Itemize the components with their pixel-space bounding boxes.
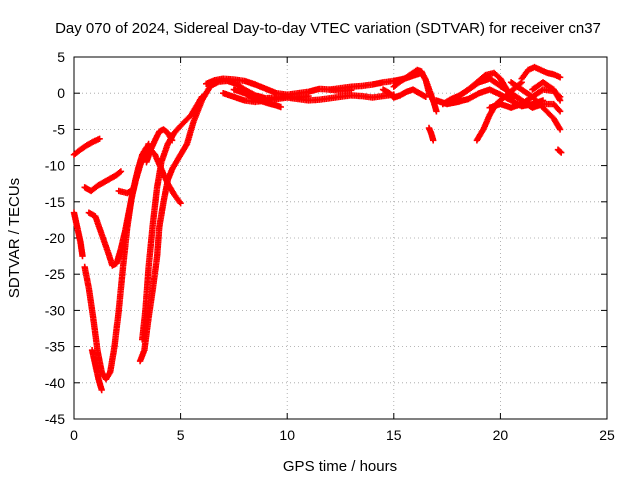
data-point-markers — [486, 93, 564, 133]
series-s23 — [518, 63, 564, 82]
series-s05 — [81, 140, 152, 383]
data-point-markers — [81, 140, 152, 383]
x-tick-label: 0 — [70, 427, 78, 443]
data-point-markers — [88, 347, 105, 394]
series-s07 — [115, 185, 137, 197]
chart-title: Day 070 of 2024, Sidereal Day-to-day VTE… — [55, 20, 601, 37]
data-point-markers — [425, 124, 437, 144]
y-tick-label: -20 — [45, 230, 65, 246]
series-s10 — [143, 126, 176, 166]
x-tick-label: 15 — [386, 427, 402, 443]
series-s25 — [529, 79, 564, 104]
axis-ticks — [73, 56, 608, 420]
data-point-markers — [115, 185, 137, 197]
series-s09 — [139, 93, 206, 343]
series-s17 — [425, 124, 437, 144]
series-s03 — [81, 168, 125, 195]
series-s02 — [70, 209, 86, 260]
data-point-markers — [139, 93, 206, 343]
data-point-markers — [518, 63, 564, 82]
data-point-markers — [70, 209, 86, 260]
y-tick-labels: 5 0 -5 -10 -15 -20 -25 -30 -35 -40 -45 — [45, 49, 65, 427]
data-markers — [70, 63, 565, 394]
data-point-markers — [70, 135, 103, 158]
series-s26 — [554, 146, 565, 156]
data-point-markers — [379, 86, 429, 101]
data-point-markers — [529, 79, 564, 104]
x-tick-label: 10 — [279, 427, 295, 443]
series-s15 — [379, 86, 429, 101]
y-tick-label: -10 — [45, 158, 65, 174]
y-tick-label: -15 — [45, 194, 65, 210]
series-s06 — [88, 347, 105, 394]
y-tick-label: -5 — [53, 121, 66, 137]
series-s13 — [230, 86, 284, 111]
x-tick-labels: 0 5 10 15 20 25 — [70, 427, 615, 443]
data-point-markers — [81, 168, 125, 195]
series-s22 — [486, 93, 564, 133]
y-tick-label: 0 — [57, 85, 65, 101]
y-tick-label: -40 — [45, 375, 65, 391]
x-tick-label: 25 — [599, 427, 615, 443]
y-tick-label: -45 — [45, 411, 65, 427]
data-point-markers — [390, 66, 440, 115]
y-tick-label: -35 — [45, 339, 65, 355]
series-s01 — [70, 135, 103, 158]
y-tick-label: -25 — [45, 266, 65, 282]
grid-lines — [74, 57, 607, 419]
x-tick-label: 20 — [493, 427, 509, 443]
data-point-markers — [230, 86, 284, 111]
y-tick-label: -30 — [45, 302, 65, 318]
y-tick-label: 5 — [57, 49, 65, 65]
series-s16 — [390, 66, 440, 115]
data-point-markers — [143, 126, 176, 166]
x-tick-label: 5 — [177, 427, 185, 443]
data-point-markers — [554, 146, 565, 156]
y-axis-label: SDTVAR / TECUs — [6, 178, 23, 298]
x-axis-label: GPS time / hours — [283, 458, 397, 475]
